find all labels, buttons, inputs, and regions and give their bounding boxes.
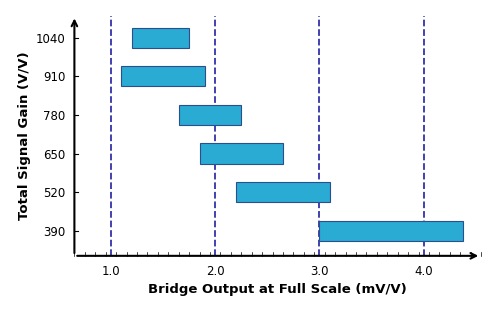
Bar xyxy=(236,182,330,202)
Y-axis label: Total Signal Gain (V/V): Total Signal Gain (V/V) xyxy=(18,51,31,220)
Bar xyxy=(122,66,205,86)
Bar xyxy=(199,144,283,163)
Bar xyxy=(179,105,241,125)
X-axis label: Bridge Output at Full Scale (mV/V): Bridge Output at Full Scale (mV/V) xyxy=(148,283,407,296)
Bar xyxy=(319,221,463,241)
Bar xyxy=(132,28,189,48)
